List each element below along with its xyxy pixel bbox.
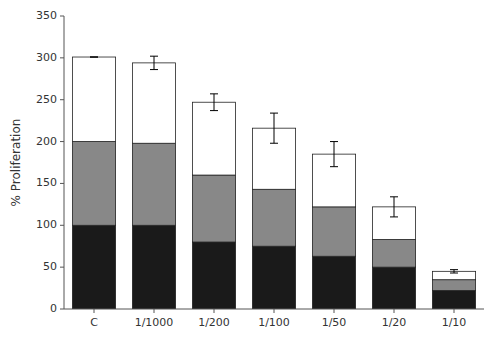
error-bar [270, 113, 278, 143]
y-tick-label: 50 [43, 260, 57, 273]
error-cap [450, 273, 458, 274]
error-line [394, 197, 395, 217]
y-tick-label: 300 [36, 51, 57, 64]
y-tick-label: 0 [50, 302, 57, 315]
error-cap [390, 196, 398, 197]
error-line [454, 270, 455, 273]
y-tick [60, 309, 64, 310]
chart-container: 0 50 100 150 200 250 300 350 C 1/1000 1/200 1/100 1/… [0, 0, 500, 345]
error-bar [210, 94, 218, 111]
bar-segment [72, 225, 115, 309]
error-cap [90, 57, 98, 58]
x-tick-label: 1/1000 [135, 316, 174, 329]
x-tick [394, 309, 395, 313]
y-tick-label: 350 [36, 9, 57, 22]
x-tick-label: C [90, 316, 98, 329]
error-line [214, 94, 215, 111]
error-cap [450, 269, 458, 270]
y-tick [60, 267, 64, 268]
error-line [154, 56, 155, 69]
error-cap [270, 143, 278, 144]
y-tick-label: 150 [36, 176, 57, 189]
chart: 0 50 100 150 200 250 300 350 C 1/1000 1/200 1/100 1/… [0, 0, 500, 345]
bar-segment [72, 142, 115, 226]
error-cap [330, 141, 338, 142]
y-axis-line [64, 16, 65, 309]
y-tick [60, 183, 64, 184]
error-cap [270, 113, 278, 114]
bar-segment [432, 291, 475, 309]
error-cap [210, 93, 218, 94]
x-tick [154, 309, 155, 313]
x-tick [274, 309, 275, 313]
error-cap [210, 110, 218, 111]
x-tick-label: 1/100 [258, 316, 290, 329]
bar-segment [132, 63, 175, 143]
error-bar [330, 142, 338, 167]
x-tick-label: 1/200 [198, 316, 230, 329]
x-tick [214, 309, 215, 313]
x-tick-label: 1/50 [322, 316, 347, 329]
plot-area [72, 56, 475, 309]
y-tick [60, 141, 64, 142]
error-cap [390, 216, 398, 217]
error-cap [150, 69, 158, 70]
error-bar [150, 56, 158, 69]
y-tick-label: 100 [36, 218, 57, 231]
y-tick [60, 99, 64, 100]
bar-segment [72, 57, 115, 142]
bar-segment [312, 207, 355, 256]
y-axis-label: % Proliferation [9, 119, 23, 207]
x-tick [334, 309, 335, 313]
bar-segment [372, 267, 415, 309]
error-line [274, 113, 275, 143]
axes: 0 50 100 150 200 250 300 350 C 1/1000 1/200 1/100 1/… [36, 9, 484, 329]
error-bar [450, 270, 458, 273]
error-line [334, 142, 335, 167]
x-tick [454, 309, 455, 313]
bar-segment [372, 240, 415, 268]
y-tick-label: 250 [36, 93, 57, 106]
error-cap [90, 57, 98, 58]
error-bar [90, 57, 98, 58]
x-tick-label: 1/20 [382, 316, 407, 329]
y-tick-label: 200 [36, 135, 57, 148]
bar-segment [192, 175, 235, 242]
bar-segment [312, 256, 355, 309]
bar-segment [132, 143, 175, 225]
bar-segment [432, 271, 475, 279]
x-tick-label: 1/10 [442, 316, 467, 329]
y-tick [60, 57, 64, 58]
bar-segment [252, 246, 295, 309]
x-tick [94, 309, 95, 313]
bar-segment [432, 280, 475, 291]
y-tick [60, 225, 64, 226]
bar-segment [192, 242, 235, 309]
y-tick [60, 16, 64, 17]
bar-segment [192, 102, 235, 175]
error-cap [150, 56, 158, 57]
error-cap [330, 166, 338, 167]
bar-segment [132, 225, 175, 309]
bar-segment [252, 189, 295, 246]
error-bar [390, 197, 398, 217]
